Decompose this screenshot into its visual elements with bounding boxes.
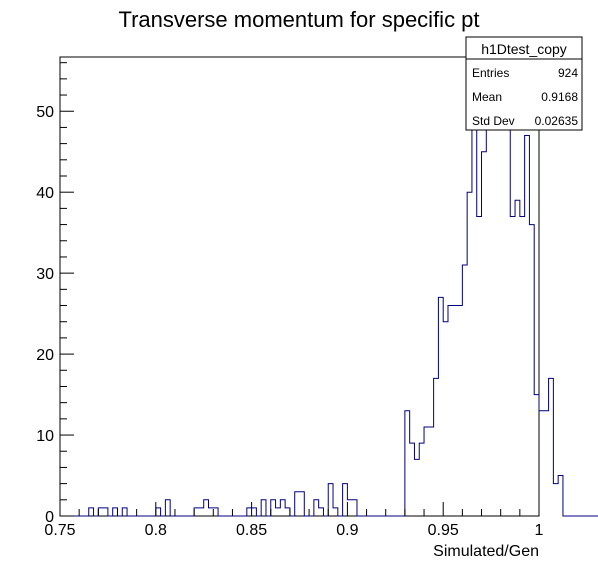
stats-label: Std Dev — [472, 114, 515, 128]
y-tick-label: 30 — [36, 266, 54, 283]
y-tick-label: 50 — [36, 104, 54, 121]
plot-frame — [59, 56, 540, 517]
stats-box-frame — [465, 36, 583, 131]
y-axis: 0 10 20 30 40 50 — [36, 62, 74, 526]
stats-value: 924 — [558, 66, 578, 80]
x-axis: 0.75 0.8 0.85 0.9 0.95 1 — [44, 502, 544, 539]
y-tick-label: 0 — [45, 509, 54, 526]
x-tick-label: 0.75 — [44, 522, 75, 539]
x-axis-label: Simulated/Gen — [433, 543, 539, 560]
stats-box-title: h1Dtest_copy — [481, 41, 567, 57]
x-tick-label: 0.95 — [428, 522, 459, 539]
stats-value: 0.9168 — [541, 90, 578, 104]
y-tick-label: 20 — [36, 347, 54, 364]
x-tick-label: 1 — [535, 522, 544, 539]
plot-area — [59, 56, 540, 517]
histogram-line — [60, 78, 598, 517]
x-tick-label: 0.8 — [145, 522, 167, 539]
chart-title: Transverse momentum for specific pt — [118, 7, 479, 32]
x-tick-label: 0.85 — [236, 522, 267, 539]
y-tick-label: 10 — [36, 428, 54, 445]
y-tick-label: 40 — [36, 185, 54, 202]
stats-label: Entries — [472, 66, 509, 80]
stats-box: h1Dtest_copy Entries 924 Mean 0.9168 Std Dev… — [465, 36, 583, 131]
stats-label: Mean — [472, 90, 502, 104]
x-tick-label: 0.9 — [336, 522, 358, 539]
stats-value: 0.02635 — [535, 114, 579, 128]
